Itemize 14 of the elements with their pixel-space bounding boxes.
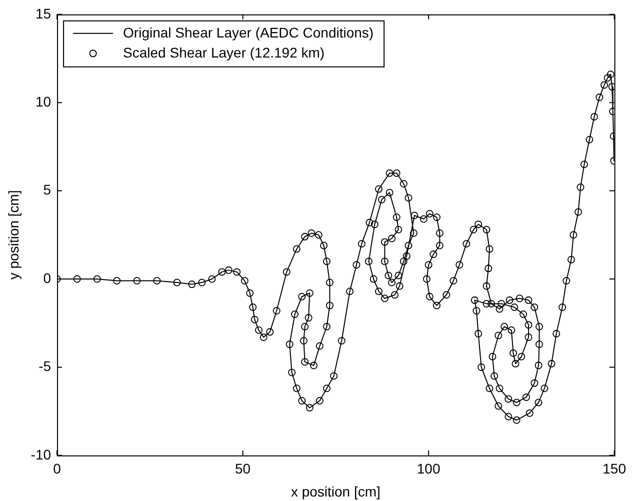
y-tick-label: -10 — [30, 446, 52, 462]
legend-label: Scaled Shear Layer (12.192 km) — [123, 44, 325, 60]
y-axis-title: y position [cm] — [5, 190, 22, 280]
y-tick-label: 15 — [35, 5, 52, 22]
x-axis-title: x position [cm] — [290, 483, 380, 500]
x-tick-label: 0 — [53, 460, 62, 477]
y-tick-label: 0 — [43, 270, 52, 286]
y-tick-label: -5 — [38, 358, 52, 374]
x-tick-label: 100 — [416, 460, 440, 477]
y-tick-label: 10 — [35, 93, 52, 110]
y-tick-label: 5 — [43, 182, 52, 198]
x-tick-label: 150 — [602, 460, 626, 477]
legend-label: Original Shear Layer (AEDC Conditions) — [123, 24, 374, 40]
x-tick-label: 50 — [235, 460, 251, 477]
